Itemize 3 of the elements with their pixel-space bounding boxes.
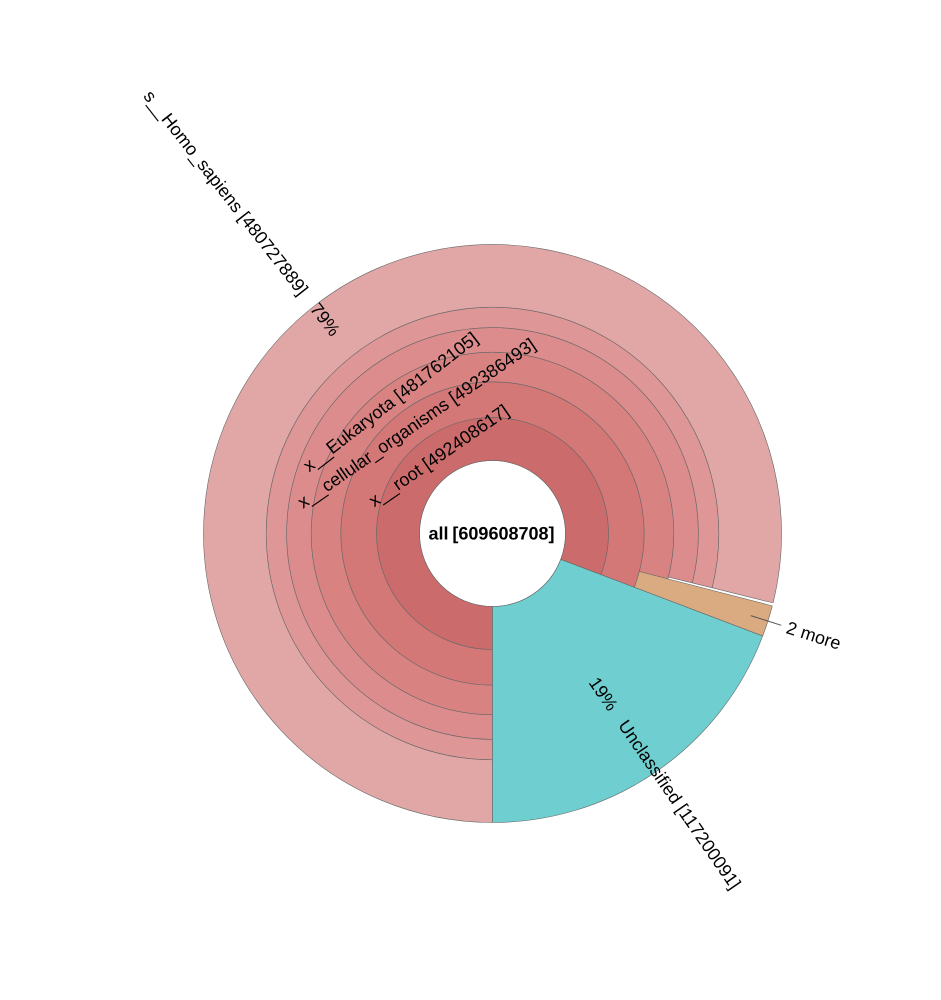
category-label: 2 more: [784, 618, 844, 654]
category-label: all: [428, 524, 449, 544]
data-label: [609608708]: [452, 524, 555, 544]
